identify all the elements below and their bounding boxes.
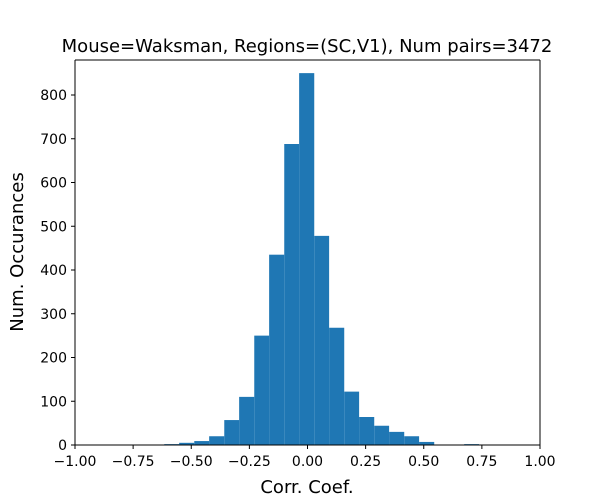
x-tick-label: 0.00 (292, 454, 323, 470)
x-tick-label: 0.25 (350, 454, 381, 470)
y-tick-label: 100 (40, 394, 67, 410)
y-tick-label: 400 (40, 263, 67, 279)
histogram-bar-15 (389, 431, 405, 445)
histogram-bar-5 (239, 396, 255, 445)
x-tick-label: −0.75 (112, 454, 155, 470)
histogram-bar-14 (374, 425, 390, 445)
histogram-bar-4 (224, 420, 240, 445)
histogram-bar-8 (284, 144, 300, 445)
x-tick-label: 1.00 (524, 454, 555, 470)
y-tick-label: 700 (40, 132, 67, 148)
x-axis-ticks: −1.00 −0.75 −0.50 −0.25 0.00 0.25 0.50 0.75 1.00 (54, 445, 556, 470)
y-tick-label: 0 (58, 438, 67, 454)
y-tick-label: 200 (40, 351, 67, 367)
x-tick-label: 0.75 (466, 454, 497, 470)
histogram-bar-1 (179, 442, 195, 445)
y-tick-label: 500 (40, 219, 67, 235)
axes-spines (74, 59, 541, 446)
chart-title: Mouse=Waksman, Regions=(SC,V1), Num pair… (62, 36, 553, 57)
histogram-bar-11 (329, 327, 345, 445)
histogram-bar-13 (359, 417, 375, 445)
histogram-bar-3 (209, 436, 225, 445)
y-tick-label: 600 (40, 176, 67, 192)
histogram-bar-9 (299, 73, 315, 445)
x-tick-label: −1.00 (54, 454, 97, 470)
x-axis-label: Corr. Coef. (260, 477, 353, 498)
histogram-bar-12 (344, 391, 360, 445)
y-tick-label: 300 (40, 307, 67, 323)
y-tick-label: 800 (40, 88, 67, 104)
y-axis-label: Num. Occurances (7, 172, 28, 331)
x-tick-label: −0.25 (228, 454, 271, 470)
x-tick-label: −0.50 (170, 454, 213, 470)
histogram-bar-6 (254, 335, 270, 445)
x-tick-label: 0.50 (408, 454, 439, 470)
histogram-bar-10 (314, 235, 330, 445)
histogram-bar-7 (269, 254, 285, 445)
histogram-bar-16 (404, 436, 420, 445)
y-axis-ticks: 0 100 200 300 400 500 600 700 800 (40, 88, 75, 454)
bars-group (164, 73, 480, 445)
histogram-bar-2 (194, 441, 210, 445)
histogram-bar-17 (419, 441, 435, 445)
